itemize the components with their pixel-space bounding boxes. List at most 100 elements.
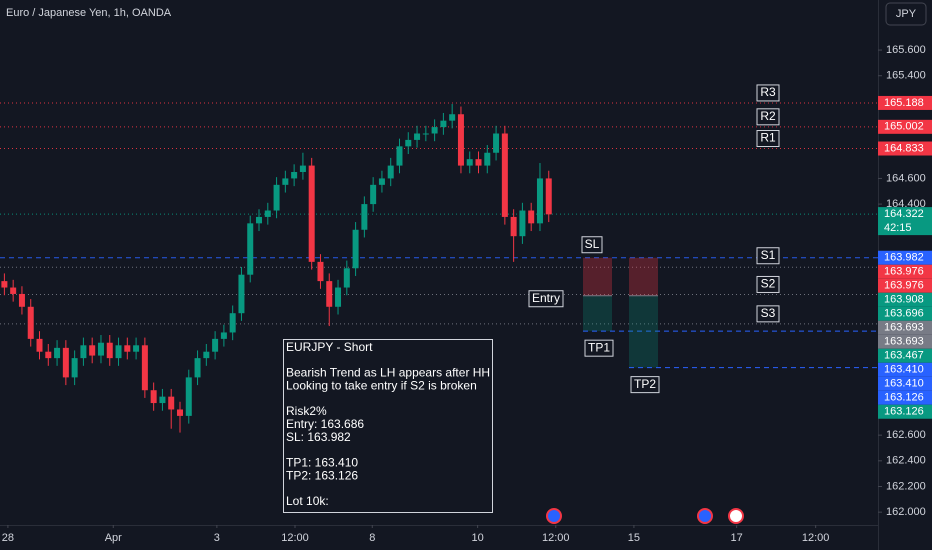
position-label-box [630, 376, 660, 394]
candle-body [536, 178, 543, 224]
level-label-box [756, 130, 780, 148]
candle-body [106, 342, 113, 359]
price-tag-label: 163.693 [884, 336, 924, 348]
candle-body [449, 114, 456, 121]
candle-body [36, 338, 43, 352]
price-tag [878, 95, 932, 110]
candle-body [501, 133, 508, 217]
currency-button[interactable] [885, 2, 927, 26]
candle-body [484, 152, 491, 166]
price-tag-label: 163.410 [884, 378, 924, 390]
candle-body [97, 342, 104, 356]
candle-body [457, 114, 464, 166]
level-label-box [756, 247, 780, 265]
event-icon [546, 508, 562, 524]
candle-body [18, 293, 25, 307]
price-tag [878, 306, 932, 321]
price-tag-label: 164.322 [884, 208, 924, 220]
note-line: TP2: 163.126 [286, 469, 358, 483]
candle-body [431, 127, 438, 134]
level-label: S1 [761, 248, 776, 262]
candle-body [1, 281, 8, 288]
note-line: Risk2% [286, 404, 327, 418]
candle-body [238, 274, 245, 314]
candle-body [440, 120, 447, 128]
candle-body [27, 306, 34, 339]
level-label-box [756, 108, 780, 126]
candle-body [45, 351, 52, 359]
candle-body [519, 210, 526, 237]
price-tag-label: 163.976 [884, 280, 924, 292]
event-icon [697, 508, 713, 524]
price-tag [878, 390, 932, 405]
candle-body [54, 347, 61, 359]
candle-body [475, 159, 482, 166]
y-tick-label: 165.400 [886, 70, 926, 82]
candle-body [378, 178, 385, 185]
price-tag [878, 362, 932, 377]
candle-body [414, 133, 421, 140]
candle-body [510, 216, 517, 237]
price-tag-label: 165.188 [884, 97, 924, 109]
price-tag [878, 207, 932, 236]
price-tag-label: 163.410 [884, 364, 924, 376]
countdown: 42:15 [884, 222, 912, 234]
candle-body [229, 313, 236, 333]
candle-body [124, 345, 131, 352]
x-tick-label: 3 [214, 532, 220, 544]
candle-body [291, 172, 298, 179]
y-tick-label: 162.200 [886, 480, 926, 492]
note-box [283, 339, 493, 513]
level-label-box [756, 305, 780, 323]
candle-body [273, 184, 280, 211]
candle-body [396, 146, 403, 166]
price-tag [878, 119, 932, 134]
candle-body [220, 332, 227, 339]
candle-body [141, 345, 148, 391]
candle-body [133, 345, 140, 352]
candle-body [176, 409, 183, 416]
position-label: TP1 [588, 340, 610, 354]
price-tag [878, 278, 932, 293]
price-tag [878, 292, 932, 307]
note-line: SL: 163.982 [286, 430, 351, 444]
x-tick-label: 10 [472, 532, 484, 544]
note-line: Bearish Trend as LH appears after HH [286, 366, 490, 380]
candle-body [545, 178, 552, 215]
chart-title: Euro / Japanese Yen, 1h, OANDA [6, 7, 172, 19]
candle-body [299, 165, 306, 173]
price-tag [878, 264, 932, 279]
level-label: S2 [761, 277, 776, 291]
y-tick-label: 162.400 [886, 455, 926, 467]
candle-body [326, 281, 333, 307]
candle-body [387, 165, 394, 179]
candle-body [80, 345, 87, 359]
x-tick-label: 12:00 [281, 532, 309, 544]
candle-body [256, 216, 263, 224]
price-tag [878, 320, 932, 335]
price-tag-label: 163.126 [884, 406, 924, 418]
position-label: SL [585, 237, 600, 251]
event-icon [728, 508, 744, 524]
candle-body [10, 287, 17, 294]
candle-body [150, 390, 157, 404]
price-tag-label: 163.908 [884, 294, 924, 306]
note-line: Looking to take entry if S2 is broken [286, 379, 477, 393]
price-tag [878, 376, 932, 391]
candle-body [405, 139, 412, 147]
currency-label[interactable]: JPY [896, 8, 917, 20]
price-tag [878, 348, 932, 363]
candle-body [370, 184, 377, 205]
price-tag [878, 141, 932, 156]
candle-body [115, 345, 122, 359]
level-label: R2 [760, 109, 776, 123]
candle-body [335, 287, 342, 307]
note-line: Entry: 163.686 [286, 417, 364, 431]
candle-body [422, 133, 429, 135]
candle-body [203, 351, 210, 359]
candle-body [282, 178, 289, 185]
candle-body [62, 347, 69, 378]
target-zone [583, 295, 612, 332]
price-tag-label: 163.467 [884, 350, 924, 362]
